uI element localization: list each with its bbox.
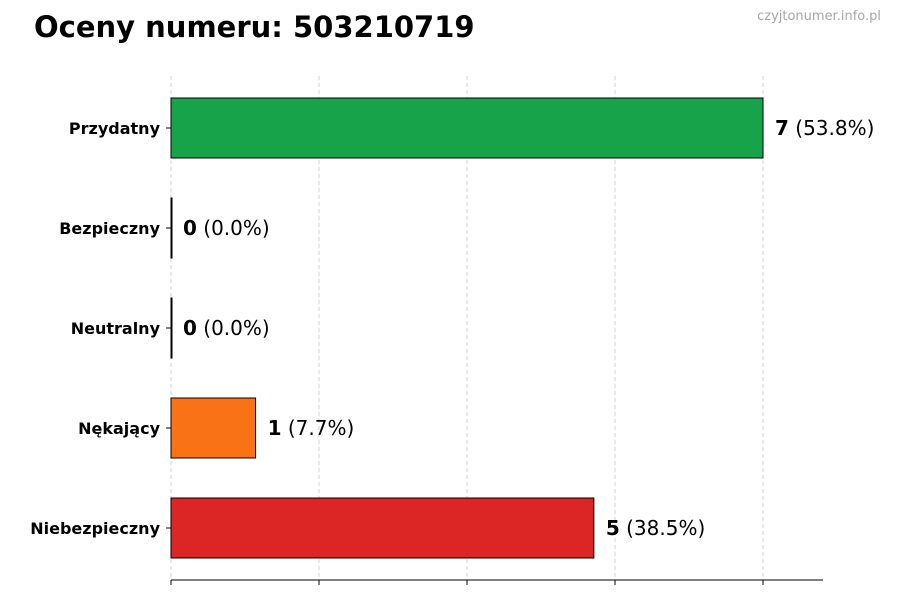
- chart-title: Oceny numeru: 503210719: [34, 10, 475, 44]
- bar: [170, 497, 595, 559]
- value-label: 0 (0.0%): [183, 216, 270, 240]
- bar: [170, 297, 173, 359]
- category-label: Neutralny: [71, 319, 161, 338]
- value-label: 0 (0.0%): [183, 316, 270, 340]
- category-label: Przydatny: [69, 119, 161, 138]
- value-label: 1 (7.7%): [268, 416, 355, 440]
- value-label: 5 (38.5%): [606, 516, 705, 540]
- bar: [170, 97, 764, 159]
- bar: [170, 197, 173, 259]
- category-label: Niebezpieczny: [30, 519, 160, 538]
- bar: [170, 397, 257, 459]
- value-label: 7 (53.8%): [775, 116, 874, 140]
- category-label: Bezpieczny: [59, 219, 160, 238]
- category-label: Nękający: [78, 419, 160, 438]
- watermark: czyjtonumer.info.pl: [757, 9, 881, 24]
